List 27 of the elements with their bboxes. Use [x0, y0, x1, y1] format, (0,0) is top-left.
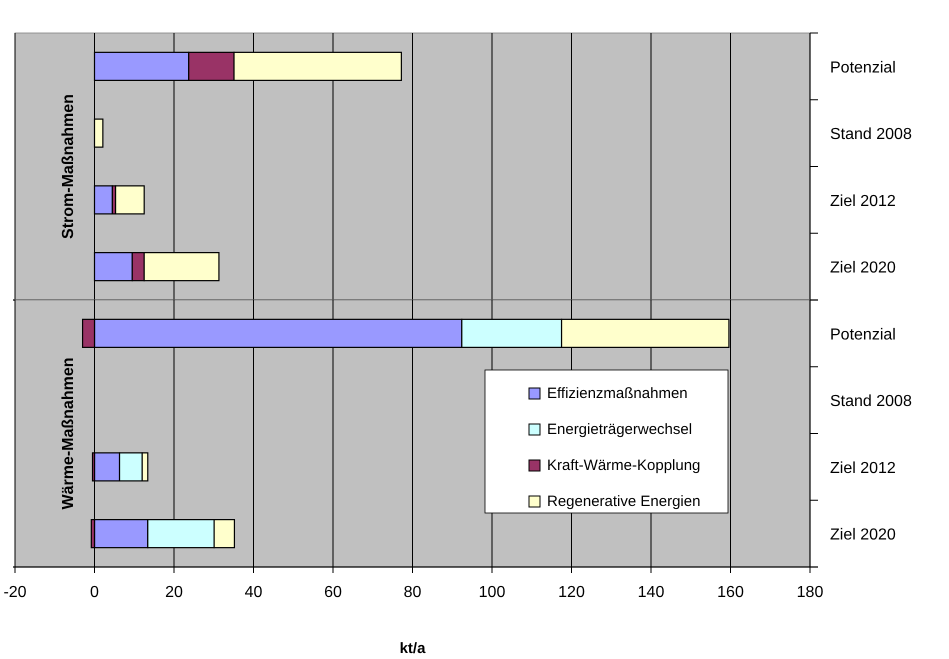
x-tick-label: 180	[796, 584, 824, 601]
y-tick-label: Ziel 2020	[830, 526, 896, 544]
y-tick-label: Ziel 2020	[830, 260, 896, 277]
x-tick-label: 0	[90, 584, 100, 601]
x-tick-label: -20	[3, 584, 27, 601]
bar	[114, 185, 145, 214]
x-tick-label: 120	[558, 584, 585, 601]
y-axis-title: Wärme-Maßnahmen	[60, 357, 77, 510]
legend-label: Regenerative Energien	[547, 493, 700, 510]
x-tick-label: 20	[165, 584, 183, 601]
x-tick-label: 60	[324, 584, 342, 601]
y-tick-label: Ziel 2012	[830, 460, 896, 477]
y-tick-label: Stand 2008	[830, 126, 912, 144]
x-tick-label: 40	[244, 584, 262, 601]
y-tick-label: Stand 2008	[830, 393, 912, 410]
legend-label: Kraft-Wärme-Kopplung	[547, 457, 700, 474]
legend-label: Energieträgerwechsel	[547, 421, 692, 438]
x-tick-label: 140	[638, 584, 664, 601]
x-tick-label: 160	[717, 584, 744, 601]
x-tick-label: 100	[478, 584, 506, 601]
y-tick-label: Potenzial	[830, 326, 896, 344]
x-axis-title: kt/a	[400, 640, 426, 657]
legend-label: Effizienzmaßnahmen	[547, 385, 688, 402]
y-axis-title: Strom-Maßnahmen	[60, 94, 77, 239]
y-tick-label: Potenzial	[830, 59, 896, 76]
x-tick-label: 80	[404, 584, 422, 601]
y-tick-label: Ziel 2012	[830, 192, 896, 210]
